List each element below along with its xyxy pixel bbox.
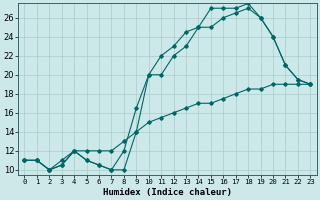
X-axis label: Humidex (Indice chaleur): Humidex (Indice chaleur) [103, 188, 232, 197]
